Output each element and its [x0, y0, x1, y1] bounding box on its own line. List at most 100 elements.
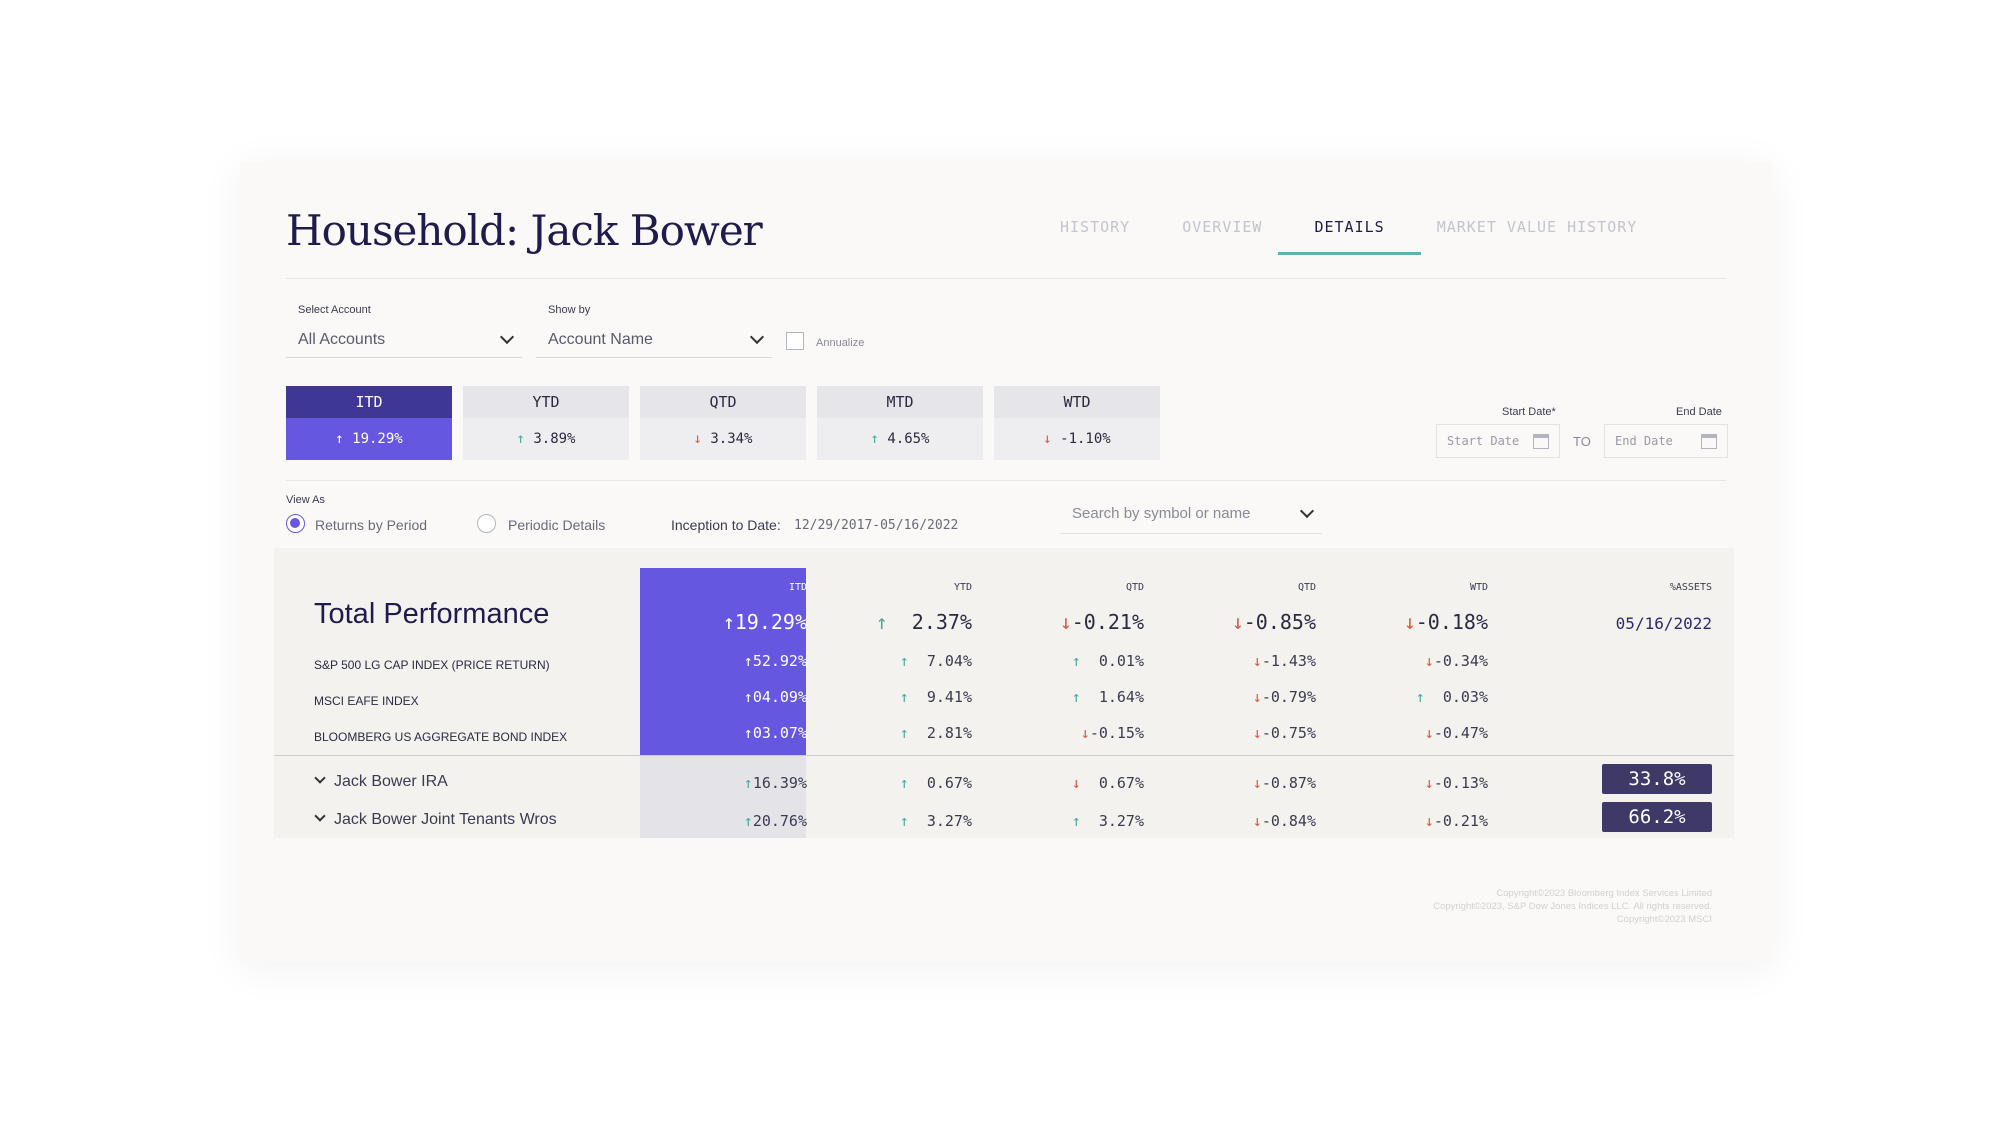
copyright-line: Copyright©2023 Bloomberg Index Services …	[1496, 888, 1712, 899]
performance-table: ITD YTD QTD QTD WTD %ASSETS Total Perfor…	[274, 548, 1734, 838]
index-qtd: ↑ 0.01%	[1071, 652, 1144, 670]
tab-overview[interactable]: OVERVIEW	[1182, 218, 1263, 236]
account-qtd-2: ↓-0.84%	[1252, 812, 1316, 830]
arrow-up-icon: ↑	[743, 774, 753, 792]
arrow-up-icon: ↑	[899, 652, 927, 670]
total-qtd-2: ↓-0.85%	[1231, 610, 1316, 634]
period-qtd[interactable]: QTD ↓ 3.34%	[640, 386, 806, 460]
col-header-itd: ITD	[788, 582, 807, 593]
index-itd: ↑52.92%	[743, 652, 807, 670]
assets-badge: 66.2%	[1602, 802, 1712, 832]
symbol-search-dropdown[interactable]: Search by symbol or name	[1060, 494, 1322, 534]
calendar-icon[interactable]	[1533, 434, 1549, 449]
copyright-notice: Copyright©2023 Bloomberg Index Services …	[1433, 887, 1712, 926]
show-by-dropdown[interactable]: Account Name	[536, 322, 772, 358]
col-header-assets: %ASSETS	[1669, 582, 1712, 593]
start-date-input[interactable]: Start Date	[1436, 424, 1560, 458]
tab-history[interactable]: HISTORY	[1060, 218, 1131, 236]
col-header-ytd: YTD	[953, 582, 972, 593]
account-itd: ↑20.76%	[743, 812, 807, 830]
account-label: Jack Bower IRA	[334, 773, 448, 790]
arrow-up-icon: ↑	[743, 688, 753, 706]
arrow-up-icon: ↑	[1071, 688, 1099, 706]
account-itd: ↑16.39%	[743, 774, 807, 792]
arrow-up-icon: ↑	[516, 431, 534, 447]
period-mtd[interactable]: MTD ↑ 4.65%	[817, 386, 983, 460]
arrow-down-icon: ↓	[1424, 724, 1434, 742]
arrow-down-icon: ↓	[1252, 724, 1262, 742]
end-date-label: End Date	[1676, 406, 1722, 418]
arrow-up-icon: ↑	[1071, 652, 1099, 670]
arrow-up-icon: ↑	[899, 774, 927, 792]
index-label: BLOOMBERG US AGGREGATE BOND INDEX	[314, 730, 568, 744]
start-date-label: Start Date*	[1502, 406, 1556, 418]
account-row-toggle[interactable]: Jack Bower IRA	[314, 772, 448, 791]
to-label: TO	[1573, 434, 1591, 449]
account-wtd: ↓-0.13%	[1424, 774, 1488, 792]
assets-badge: 33.8%	[1602, 764, 1712, 794]
period-value: -1.10%	[1060, 431, 1111, 447]
tab-details[interactable]: DETAILS	[1278, 218, 1421, 255]
itd-column-accounts-highlight	[640, 756, 806, 838]
account-qtd: ↑ 3.27%	[1071, 812, 1144, 830]
total-ytd: ↑ 2.37%	[875, 610, 972, 634]
tab-market-value-history[interactable]: MARKET VALUE HISTORY	[1436, 218, 1638, 236]
chevron-down-icon	[314, 772, 326, 784]
arrow-down-icon: ↓	[1424, 774, 1434, 792]
divider	[286, 480, 1726, 481]
index-ytd: ↑ 2.81%	[899, 724, 972, 742]
account-ytd: ↑ 3.27%	[899, 812, 972, 830]
arrow-down-icon: ↓	[1252, 812, 1262, 830]
arrow-up-icon: ↑	[1415, 688, 1443, 706]
returns-by-period-label[interactable]: Returns by Period	[315, 517, 428, 533]
arrow-down-icon: ↓	[1252, 774, 1262, 792]
arrow-up-icon: ↑	[870, 431, 888, 447]
total-performance-label: Total Performance	[314, 598, 550, 630]
divider	[286, 278, 1726, 279]
end-date-placeholder: End Date	[1615, 434, 1673, 448]
radio-returns-by-period[interactable]	[286, 514, 305, 533]
period-label: ITD	[286, 386, 452, 418]
arrow-down-icon: ↓	[1252, 688, 1262, 706]
account-qtd-2: ↓-0.87%	[1252, 774, 1316, 792]
annualize-checkbox[interactable]	[786, 332, 804, 350]
arrow-up-icon: ↑	[743, 652, 753, 670]
arrow-down-icon: ↓	[1071, 774, 1099, 792]
index-qtd-2: ↓-0.75%	[1252, 724, 1316, 742]
itd-column-highlight	[640, 568, 806, 756]
annualize-label: Annualize	[816, 337, 865, 349]
select-account-value: All Accounts	[298, 330, 386, 348]
period-ytd[interactable]: YTD ↑ 3.89%	[463, 386, 629, 460]
performance-card: Household: Jack Bower HISTORY OVERVIEW D…	[240, 162, 1772, 962]
calendar-icon[interactable]	[1701, 434, 1717, 449]
total-qtd: ↓-0.21%	[1059, 610, 1144, 634]
index-qtd-2: ↓-0.79%	[1252, 688, 1316, 706]
period-value: 3.34%	[710, 431, 753, 447]
index-qtd-2: ↓-1.43%	[1252, 652, 1316, 670]
col-header-wtd: WTD	[1469, 582, 1488, 593]
col-header-qtd: QTD	[1125, 582, 1144, 593]
period-wtd[interactable]: WTD ↓ -1.10%	[994, 386, 1160, 460]
period-itd[interactable]: ITD ↑ 19.29%	[286, 386, 452, 460]
arrow-up-icon: ↑	[722, 610, 735, 634]
account-label: Jack Bower Joint Tenants Wros	[334, 811, 557, 828]
show-by-value: Account Name	[548, 330, 653, 348]
radio-periodic-details[interactable]	[477, 514, 496, 533]
index-qtd: ↑ 1.64%	[1071, 688, 1144, 706]
account-row-toggle[interactable]: Jack Bower Joint Tenants Wros	[314, 810, 557, 829]
arrow-down-icon: ↓	[1424, 652, 1434, 670]
account-wtd: ↓-0.21%	[1424, 812, 1488, 830]
index-wtd: ↑ 0.03%	[1415, 688, 1488, 706]
arrow-up-icon: ↑	[743, 724, 753, 742]
index-qtd: ↓-0.15%	[1080, 724, 1144, 742]
index-ytd: ↑ 7.04%	[899, 652, 972, 670]
period-label: QTD	[640, 386, 806, 418]
arrow-down-icon: ↓	[1043, 431, 1061, 447]
period-value: 19.29%	[352, 431, 403, 447]
view-as-label: View As	[286, 494, 325, 506]
periodic-details-label[interactable]: Periodic Details	[508, 517, 606, 533]
select-account-dropdown[interactable]: All Accounts	[286, 322, 522, 358]
chevron-down-icon	[749, 329, 765, 345]
end-date-input[interactable]: End Date	[1604, 424, 1728, 458]
show-by-label: Show by	[548, 304, 591, 316]
